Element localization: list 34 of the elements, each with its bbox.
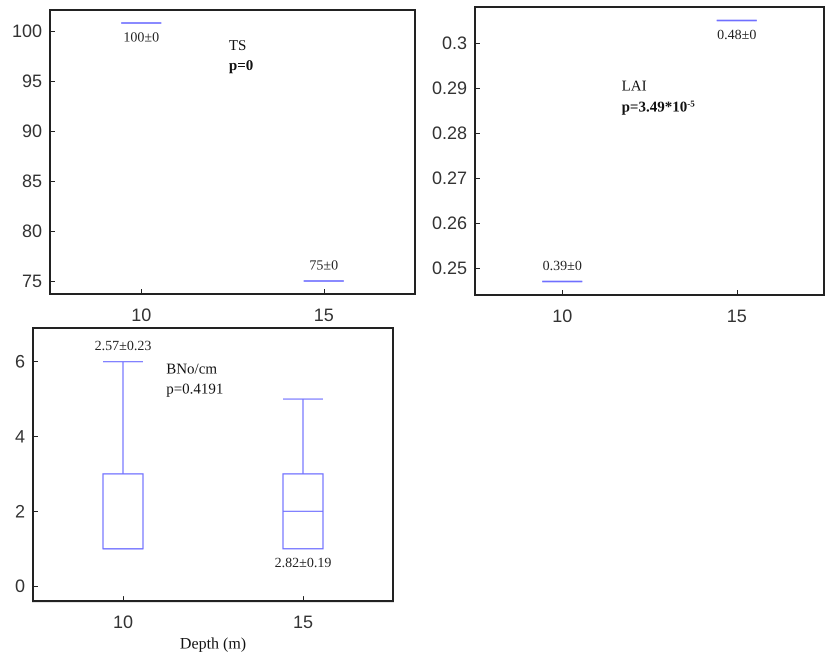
annotation: p=0.4191 [166, 382, 224, 398]
y-tick-label: 0 [14, 576, 25, 596]
annotation: TS [228, 38, 246, 54]
y-tick-label: 6 [14, 352, 25, 372]
y-tick-label: 100 [12, 21, 42, 41]
x-tick-label: 10 [112, 612, 134, 632]
annotation: 2.57±0.23 [94, 339, 152, 354]
y-tick-label: 95 [22, 71, 42, 91]
annotation: p=0 [228, 58, 254, 74]
y-tick-label: 0.29 [432, 78, 467, 98]
x-tick-label: 15 [292, 612, 314, 632]
annotation: 0.48±0 [717, 28, 756, 43]
y-tick-label: 0.28 [432, 123, 467, 143]
annotation: 2.82±0.19 [274, 556, 332, 572]
annotation: 75±0 [309, 258, 338, 274]
y-tick-label: 0.25 [432, 258, 467, 278]
x-tick-label: 15 [726, 306, 747, 326]
x-tick-label: 10 [552, 306, 572, 326]
y-tick-label: 75 [22, 271, 42, 291]
y-tick-label: 0.3 [442, 33, 467, 53]
x-tick-label: 10 [131, 305, 152, 325]
y-tick-label: 0.26 [432, 213, 467, 233]
annotation: 0.39±0 [542, 259, 582, 274]
y-tick-label: 4 [14, 426, 25, 446]
y-tick-label: 85 [22, 171, 42, 191]
y-tick-label: 2 [14, 501, 25, 522]
annotation: LAI [622, 78, 647, 94]
annotation: BNo/cm [166, 362, 218, 378]
annotation: 100±0 [123, 30, 160, 46]
x-axis-title: Depth (m) [180, 636, 246, 652]
y-tick-label: 0.27 [432, 168, 467, 188]
x-tick-label: 15 [314, 305, 334, 325]
y-tick-label: 80 [22, 221, 42, 241]
y-tick-label: 90 [22, 121, 42, 141]
